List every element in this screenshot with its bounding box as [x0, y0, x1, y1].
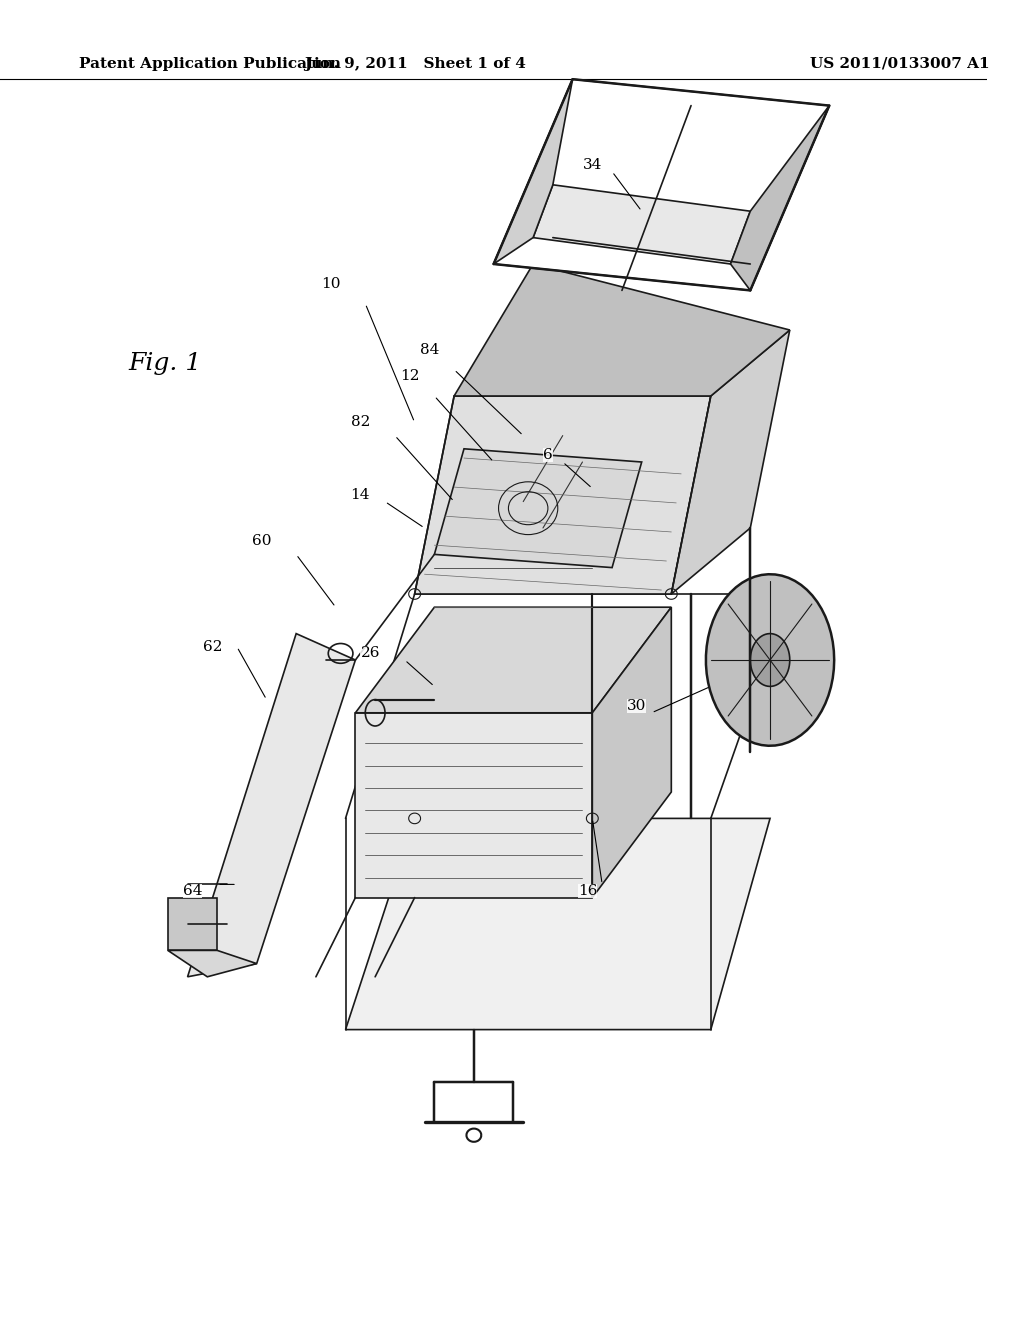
- Polygon shape: [730, 106, 829, 290]
- Text: US 2011/0133007 A1: US 2011/0133007 A1: [810, 57, 989, 71]
- Text: 26: 26: [360, 647, 380, 660]
- Polygon shape: [415, 396, 711, 594]
- Polygon shape: [751, 634, 790, 686]
- Text: Jun. 9, 2011   Sheet 1 of 4: Jun. 9, 2011 Sheet 1 of 4: [304, 57, 525, 71]
- Text: 12: 12: [400, 370, 420, 383]
- Text: 14: 14: [350, 488, 370, 502]
- Text: 82: 82: [350, 416, 370, 429]
- Text: 62: 62: [203, 640, 222, 653]
- Polygon shape: [534, 185, 751, 264]
- Text: 84: 84: [420, 343, 439, 356]
- Polygon shape: [187, 634, 355, 977]
- Text: 16: 16: [578, 884, 597, 898]
- Text: 30: 30: [627, 700, 646, 713]
- Polygon shape: [355, 713, 592, 898]
- Polygon shape: [672, 330, 790, 594]
- Polygon shape: [345, 818, 770, 1030]
- Text: 64: 64: [182, 884, 203, 898]
- Text: 60: 60: [252, 535, 271, 548]
- Polygon shape: [168, 950, 257, 977]
- Text: 34: 34: [583, 158, 602, 172]
- Text: Fig. 1: Fig. 1: [128, 351, 202, 375]
- Polygon shape: [494, 79, 572, 264]
- Polygon shape: [168, 898, 217, 950]
- Text: 10: 10: [321, 277, 340, 290]
- Polygon shape: [706, 574, 835, 746]
- Polygon shape: [454, 264, 790, 396]
- Polygon shape: [494, 79, 829, 290]
- Text: Patent Application Publication: Patent Application Publication: [79, 57, 341, 71]
- Polygon shape: [592, 607, 672, 898]
- Text: 6: 6: [543, 449, 553, 462]
- Polygon shape: [434, 449, 642, 568]
- Polygon shape: [355, 607, 672, 713]
